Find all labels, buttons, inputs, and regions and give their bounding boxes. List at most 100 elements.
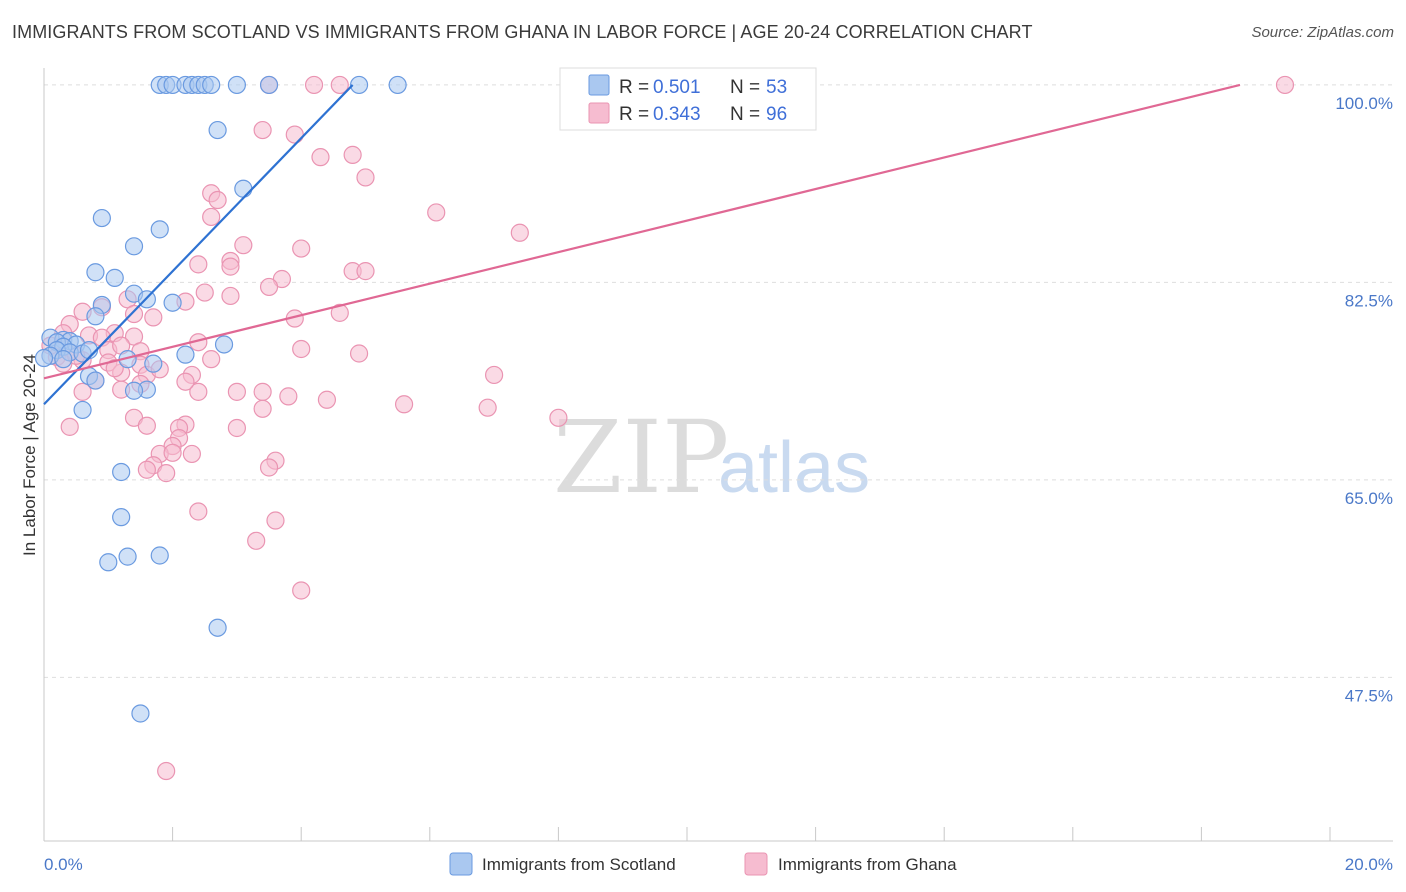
ghana-point xyxy=(60,417,79,436)
y-ticks: 100.0% 82.5% 65.0% 47.5% xyxy=(1335,94,1393,705)
ghana-point xyxy=(137,416,156,435)
series-legend: Immigrants from Scotland Immigrants from… xyxy=(449,852,957,876)
scotland-points xyxy=(34,75,407,723)
ghana-trend-line xyxy=(43,83,1241,380)
chart-source: Source: ZipAtlas.com xyxy=(1251,24,1394,41)
scotland-point xyxy=(124,381,144,400)
ghana-point xyxy=(163,443,182,462)
ghana-point xyxy=(195,283,214,302)
ghana-point xyxy=(356,168,375,187)
ghana-point xyxy=(330,303,349,322)
ghana-point xyxy=(343,145,362,164)
scotland-point xyxy=(214,335,234,354)
ghana-point xyxy=(285,125,304,144)
x-tick-label: 0.0% xyxy=(44,855,83,874)
ghana-point xyxy=(330,75,349,95)
ghana-point xyxy=(157,464,176,483)
ghana-point xyxy=(227,418,246,438)
ghana-point xyxy=(189,502,208,521)
stats-n-label-scotland: N = xyxy=(730,77,760,98)
ghana-point xyxy=(485,365,504,385)
stats-n-label-ghana: N = xyxy=(730,104,760,125)
watermark-zip: ZIP xyxy=(553,399,729,516)
ghana-point xyxy=(253,382,272,401)
ghana-point xyxy=(73,382,92,401)
ghana-point xyxy=(253,120,272,140)
scotland-point xyxy=(349,75,369,95)
y-tick-label: 47.5% xyxy=(1345,686,1393,705)
ghana-point xyxy=(253,399,272,418)
ghana-point xyxy=(202,207,221,227)
scotland-point xyxy=(112,462,131,482)
ghana-point xyxy=(478,398,497,417)
ghana-point xyxy=(157,761,176,781)
scotland-point xyxy=(86,371,105,390)
axes xyxy=(43,68,1393,842)
ghana-point xyxy=(427,203,446,222)
scotland-point xyxy=(388,75,407,95)
legend-label-scotland: Immigrants from Scotland xyxy=(482,855,676,874)
scotland-point xyxy=(86,263,105,282)
stats-legend: R = 0.501 N = 53 R = 0.343 N = 96 xyxy=(559,67,817,131)
stats-r-label-ghana: R = xyxy=(619,104,649,125)
stats-swatch-ghana xyxy=(588,102,610,124)
y-tick-label: 65.0% xyxy=(1345,489,1393,508)
watermark: ZIP atlas xyxy=(553,399,870,516)
y-axis-label: In Labor Force | Age 20-24 xyxy=(20,354,39,556)
legend-swatch-ghana xyxy=(744,852,768,876)
scotland-point xyxy=(34,348,54,368)
scotland-point xyxy=(176,345,195,364)
ghana-point xyxy=(144,308,163,327)
ghana-point xyxy=(227,382,246,401)
scotland-point xyxy=(131,704,150,723)
chart-title: IMMIGRANTS FROM SCOTLAND VS IMMIGRANTS F… xyxy=(12,22,1033,42)
ghana-point xyxy=(234,236,253,255)
y-tick-label: 100.0% xyxy=(1335,94,1393,113)
scotland-point xyxy=(92,208,111,228)
ghana-point xyxy=(311,148,330,167)
scotland-point xyxy=(202,75,221,95)
ghana-point xyxy=(221,286,240,306)
legend-swatch-scotland xyxy=(449,852,473,876)
ghana-point xyxy=(304,75,324,95)
watermark-atlas: atlas xyxy=(718,428,870,508)
scotland-point xyxy=(227,75,246,95)
stats-n-value-scotland: 53 xyxy=(766,77,787,98)
ghana-point xyxy=(292,339,311,359)
y-tick-label: 82.5% xyxy=(1345,291,1393,310)
scotland-point xyxy=(112,508,131,527)
scotland-point xyxy=(150,220,169,239)
grid xyxy=(44,84,1393,678)
scotland-point xyxy=(144,354,163,373)
ghana-point xyxy=(394,395,414,414)
ghana-point xyxy=(292,239,311,258)
ghana-point xyxy=(208,190,227,210)
ghana-point xyxy=(279,387,298,406)
ghana-point xyxy=(259,277,279,297)
legend-label-ghana: Immigrants from Ghana xyxy=(778,855,957,874)
ghana-point xyxy=(189,382,208,401)
ghana-point xyxy=(176,372,195,391)
scotland-point xyxy=(73,400,92,420)
scotland-point xyxy=(259,75,279,95)
scotland-point xyxy=(105,268,124,287)
x-tick-label: 20.0% xyxy=(1345,855,1393,874)
ghana-point xyxy=(266,511,285,530)
ghana-point xyxy=(510,223,529,242)
scotland-point xyxy=(234,179,253,198)
scotland-point xyxy=(86,307,105,326)
ghana-point xyxy=(105,359,124,378)
scotland-point xyxy=(163,293,182,312)
scotland-point xyxy=(54,350,73,369)
stats-swatch-scotland xyxy=(588,74,610,96)
stats-r-label-scotland: R = xyxy=(619,77,649,98)
stats-r-value-ghana: 0.343 xyxy=(653,104,701,125)
scotland-point xyxy=(208,618,227,637)
ghana-point xyxy=(221,257,240,276)
scotland-point xyxy=(118,547,137,566)
ghana-point xyxy=(247,531,266,550)
scotland-point xyxy=(124,237,144,256)
ghana-point xyxy=(1275,75,1295,95)
scotland-point xyxy=(150,546,169,565)
